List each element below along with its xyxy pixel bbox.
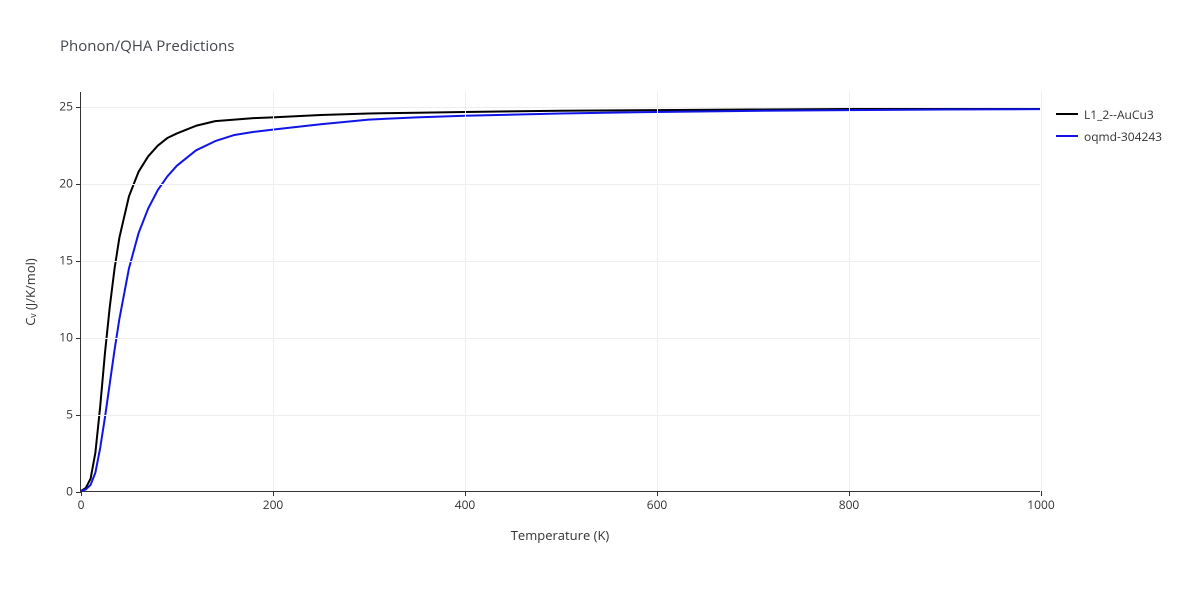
gridline-horizontal: [81, 338, 1040, 339]
gridline-horizontal: [81, 261, 1040, 262]
chart-container: Phonon/QHA Predictions 02004006008001000…: [0, 0, 1200, 600]
series-line-0: [81, 109, 1040, 491]
line-series-layer: [81, 92, 1040, 491]
gridline-horizontal: [81, 184, 1040, 185]
gridline-vertical: [465, 92, 466, 491]
plot-area: 020040060080010000510152025: [80, 92, 1040, 492]
y-tick-label: 10: [41, 329, 73, 346]
y-tick: [76, 338, 81, 339]
legend: L1_2--AuCu3 oqmd-304243: [1056, 105, 1162, 149]
legend-item[interactable]: L1_2--AuCu3: [1056, 105, 1162, 123]
x-tick-label: 0: [78, 496, 85, 513]
x-tick-label: 600: [647, 496, 668, 513]
legend-label: L1_2--AuCu3: [1084, 106, 1154, 123]
legend-swatch: [1056, 113, 1078, 115]
x-tick-label: 1000: [1027, 496, 1054, 513]
legend-swatch: [1056, 135, 1078, 137]
x-tick-label: 800: [839, 496, 860, 513]
y-tick: [76, 415, 81, 416]
gridline-vertical: [273, 92, 274, 491]
chart-title: Phonon/QHA Predictions: [60, 36, 235, 56]
y-axis-label: Cᵥ (J/K/mol): [21, 258, 39, 326]
y-tick: [76, 261, 81, 262]
x-tick-label: 200: [263, 496, 284, 513]
x-axis-label: Temperature (K): [511, 526, 610, 544]
gridline-vertical: [1041, 92, 1042, 491]
y-tick-label: 0: [41, 483, 73, 500]
x-tick-label: 400: [455, 496, 476, 513]
y-tick: [76, 492, 81, 493]
y-tick-label: 15: [41, 252, 73, 269]
legend-label: oqmd-304243: [1084, 128, 1162, 145]
y-tick: [76, 107, 81, 108]
legend-item[interactable]: oqmd-304243: [1056, 127, 1162, 145]
y-tick: [76, 184, 81, 185]
y-tick-label: 20: [41, 175, 73, 192]
y-tick-label: 25: [41, 98, 73, 115]
gridline-horizontal: [81, 415, 1040, 416]
gridline-horizontal: [81, 107, 1040, 108]
gridline-vertical: [657, 92, 658, 491]
y-tick-label: 5: [41, 406, 73, 423]
series-line-1: [81, 109, 1040, 491]
gridline-vertical: [849, 92, 850, 491]
